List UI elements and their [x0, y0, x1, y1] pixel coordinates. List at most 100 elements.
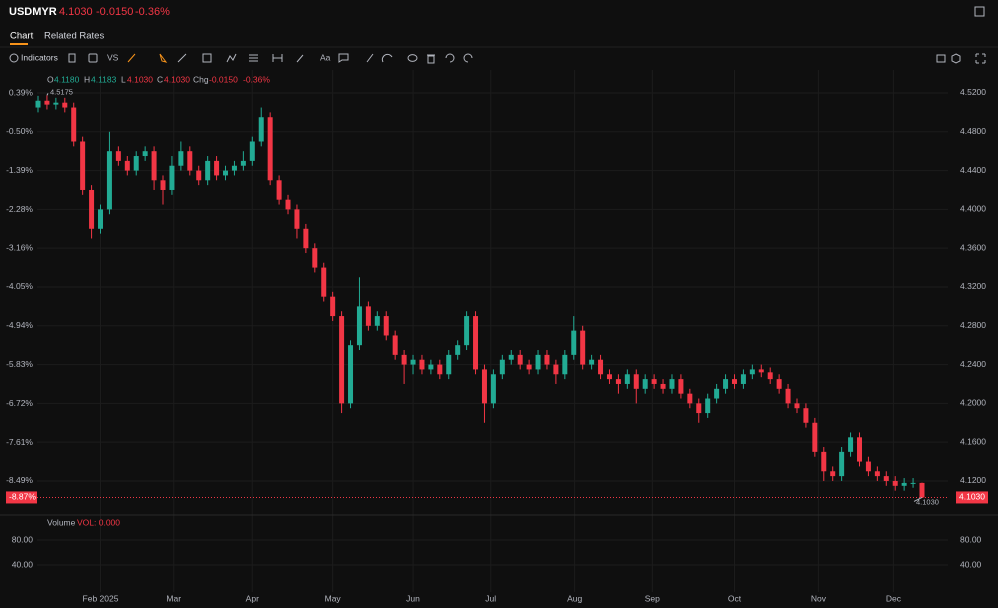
annotation: 4.1030	[916, 497, 939, 506]
candle-body	[285, 199, 291, 210]
tool-icons[interactable]	[177, 53, 304, 63]
candle-body	[758, 369, 764, 373]
candle-body	[205, 160, 211, 181]
candle-body	[62, 102, 68, 108]
candle-body	[526, 364, 532, 370]
candle-body	[839, 451, 845, 477]
candle-body	[723, 379, 729, 389]
y-tick-label: 80.00	[960, 534, 982, 544]
candle-body	[696, 403, 702, 414]
y-tick-label: 4.2000	[960, 398, 986, 408]
candle-body	[910, 482, 916, 484]
y-tick-label: 4.1200	[960, 475, 986, 485]
candle-body	[705, 398, 711, 414]
candle-body	[919, 482, 925, 498]
candle-body	[499, 359, 505, 375]
candle-body	[410, 359, 416, 365]
candle-body	[124, 160, 130, 171]
ohlc-legend: O 4.1180 H 4.1183 L 4.1030 C 4.1030 Chg …	[47, 74, 270, 84]
price-tag-bg	[956, 491, 988, 504]
y-tick-label: 40.00	[12, 559, 34, 569]
tab-related[interactable]: Related Rates	[44, 31, 104, 42]
candle-body	[865, 461, 871, 472]
draw-icon[interactable]	[127, 53, 136, 63]
x-tick-label: Nov	[811, 593, 827, 603]
y-tick-label: 4.4000	[960, 204, 986, 214]
candle-body	[106, 151, 112, 210]
y-tick-label: 4.5200	[960, 87, 986, 97]
y-tick-label: 4.3200	[960, 281, 986, 291]
candle-body	[98, 209, 104, 229]
tab-chart[interactable]: Chart	[10, 31, 34, 42]
candle-body	[115, 151, 121, 161]
candle-body	[455, 345, 461, 355]
x-tick-label: Sep	[645, 593, 660, 603]
compare-button[interactable]: VS	[107, 52, 119, 62]
candles-icon[interactable]	[68, 53, 76, 63]
candle-body	[660, 383, 666, 389]
candle-body	[419, 359, 425, 370]
candle-body	[615, 379, 621, 384]
candle-body	[321, 267, 327, 297]
x-tick-label: May	[325, 593, 342, 603]
candle-body	[142, 151, 148, 157]
candle-body	[276, 180, 282, 200]
candle-body	[356, 306, 362, 346]
candle-body	[490, 374, 496, 404]
y2-tick-label: -1.39%	[6, 165, 33, 175]
price: 4.1030	[59, 6, 93, 18]
candle-body	[374, 316, 380, 326]
x-tick-label: Oct	[728, 593, 742, 603]
legend-value: 4.1030	[127, 74, 153, 84]
legend-label: L	[121, 74, 126, 84]
candle-body	[714, 388, 720, 399]
candle-body	[383, 316, 389, 336]
y-tick-label: 40.00	[960, 559, 982, 569]
candle-body	[571, 330, 577, 355]
indicators-button[interactable]: Indicators	[21, 52, 58, 62]
candle-body	[562, 354, 568, 375]
candle-body	[258, 117, 264, 142]
candle-body	[740, 374, 746, 384]
candle-body	[642, 379, 648, 389]
y-tick-label: 4.1600	[960, 436, 986, 446]
y-tick-label: 4.4400	[960, 165, 986, 175]
y2-tick-label: -4.94%	[6, 320, 33, 330]
candle-body	[71, 107, 77, 142]
candle-body	[517, 354, 523, 365]
symbol: USDMYR	[9, 6, 57, 18]
candle-body	[794, 403, 800, 409]
candle-body	[598, 359, 604, 375]
cursor-icon[interactable]	[159, 53, 168, 63]
text-tool[interactable]: Aa	[320, 52, 331, 62]
x-tick-label: Jun	[406, 593, 420, 603]
toolbar-icons[interactable]	[338, 53, 986, 64]
candle-body	[89, 189, 95, 229]
candle-body	[330, 296, 336, 317]
candle-body	[901, 482, 907, 486]
candle-body	[196, 170, 202, 181]
volume-title: Volume	[47, 517, 76, 527]
candle-body	[830, 471, 836, 477]
shape-icon[interactable]	[88, 53, 98, 63]
candle-body	[812, 422, 818, 452]
candle-body	[669, 379, 675, 389]
y2-tick-label: -7.61%	[6, 437, 33, 447]
candle-body	[178, 151, 184, 166]
change: -0.0150	[96, 6, 133, 18]
candle-body	[428, 364, 434, 370]
fullscreen-icon[interactable]	[974, 6, 985, 17]
candle-body	[624, 374, 630, 384]
candle-body	[303, 228, 309, 249]
volume-legend: VOL: 0.000	[77, 517, 120, 527]
tab-underline	[10, 43, 28, 45]
candle-body	[785, 388, 791, 404]
legend-label: O	[47, 74, 54, 84]
candle-body	[160, 180, 166, 190]
candle-body	[749, 369, 755, 375]
candle-body	[731, 379, 737, 384]
pct-tag: -8.87%	[9, 492, 36, 502]
candle-body	[312, 248, 318, 268]
